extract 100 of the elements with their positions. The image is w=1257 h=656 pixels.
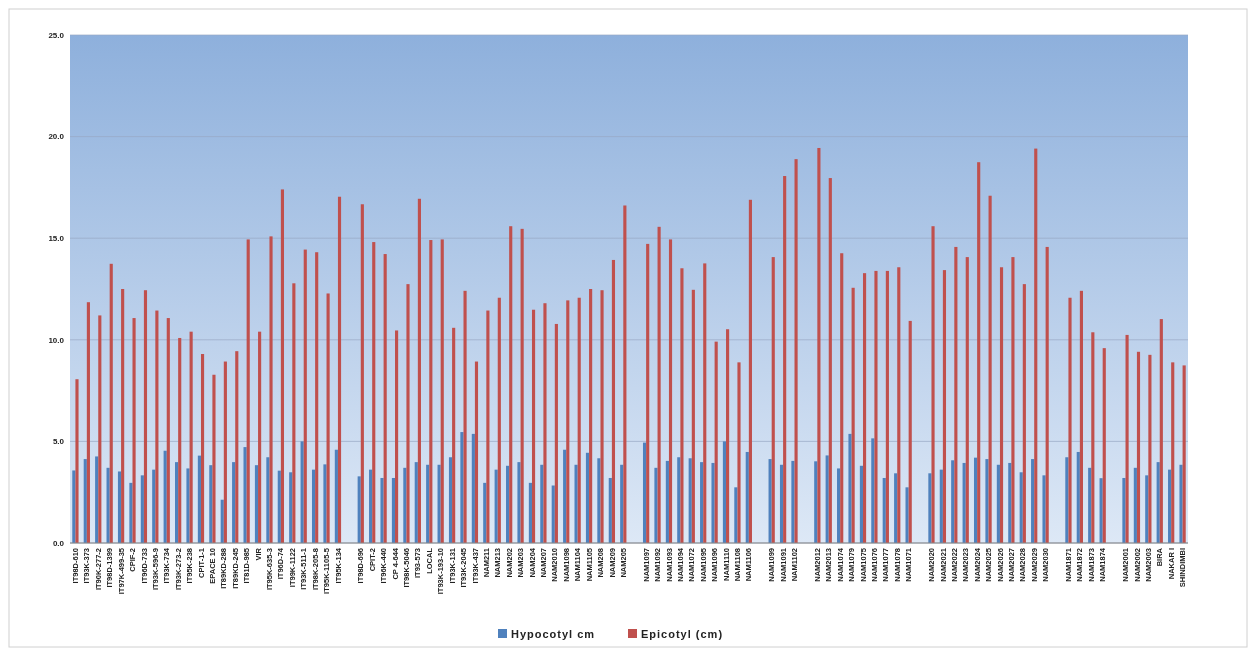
bar — [520, 228, 524, 543]
bar — [383, 254, 387, 543]
bar — [517, 462, 521, 543]
bar — [1168, 469, 1172, 543]
bar — [531, 309, 536, 543]
bar — [1034, 148, 1038, 543]
bar — [791, 460, 795, 543]
bar — [334, 449, 338, 543]
bar — [426, 464, 430, 543]
bar — [303, 249, 307, 543]
bar — [360, 204, 364, 543]
y-tick-label: 10.0 — [48, 335, 65, 345]
bar — [417, 198, 421, 543]
bar — [577, 297, 581, 543]
bar — [825, 455, 829, 543]
bar — [551, 485, 555, 543]
bar — [897, 267, 901, 543]
bar — [83, 459, 87, 543]
bar — [1045, 246, 1049, 543]
bar — [680, 268, 684, 543]
bar — [894, 473, 898, 543]
bar — [200, 354, 205, 543]
bar — [223, 361, 227, 543]
bar — [246, 239, 250, 543]
bar — [814, 461, 818, 543]
bar — [1088, 467, 1092, 543]
bar — [642, 442, 647, 543]
bar — [700, 462, 704, 543]
bar — [668, 239, 673, 543]
bar — [608, 477, 612, 543]
bar — [611, 259, 616, 543]
bar — [771, 257, 775, 543]
bar — [848, 433, 852, 543]
bar — [1091, 332, 1095, 543]
bar — [794, 159, 798, 543]
bar — [1148, 354, 1152, 543]
bar — [243, 447, 247, 543]
bar — [954, 246, 958, 543]
bar — [463, 290, 467, 543]
bar — [1076, 451, 1080, 543]
bar — [1065, 457, 1069, 543]
bar — [166, 318, 170, 543]
bar — [471, 433, 475, 543]
legend-label: Epicotyl (cm) — [641, 627, 724, 640]
bar — [1022, 284, 1026, 543]
bar — [155, 310, 159, 543]
bar — [483, 482, 487, 543]
bar — [999, 267, 1004, 543]
bar — [1171, 362, 1175, 543]
bar — [540, 464, 544, 543]
bar — [232, 462, 236, 543]
bar — [72, 470, 76, 543]
bar — [691, 289, 695, 543]
bar — [75, 379, 79, 543]
bar — [486, 310, 490, 543]
bar — [828, 178, 832, 543]
bar — [885, 270, 889, 543]
bar — [714, 341, 718, 543]
bar — [326, 293, 330, 543]
bar — [280, 189, 285, 543]
bar — [665, 460, 669, 543]
bar — [440, 239, 444, 543]
bar — [589, 289, 593, 543]
bar — [543, 303, 547, 543]
bar — [554, 323, 558, 543]
bar — [98, 315, 102, 543]
y-tick-label: 20.0 — [48, 132, 65, 142]
bar — [311, 469, 316, 543]
bar — [323, 464, 327, 543]
bar — [1042, 475, 1046, 543]
bar — [1099, 478, 1103, 543]
bar — [460, 432, 464, 543]
y-tick-label: 5.0 — [52, 437, 65, 447]
bar — [677, 457, 681, 543]
bar — [1179, 464, 1183, 543]
bar — [474, 361, 479, 543]
bar — [851, 287, 855, 543]
bar — [837, 468, 841, 543]
bar — [109, 263, 113, 543]
bar — [939, 469, 943, 543]
bar — [711, 462, 715, 543]
bar — [931, 226, 935, 543]
bar — [266, 457, 270, 543]
bar — [528, 482, 532, 543]
bar — [209, 465, 213, 543]
bar — [163, 450, 167, 543]
bar — [1125, 334, 1129, 543]
y-tick-label: 0.0 — [52, 538, 65, 548]
bar — [186, 468, 190, 543]
bar — [1182, 365, 1186, 543]
bar — [497, 297, 501, 543]
bar — [688, 458, 692, 543]
bar — [152, 469, 156, 543]
bar — [1159, 319, 1163, 543]
bar — [942, 270, 947, 543]
bar — [395, 330, 399, 543]
bar — [1031, 459, 1035, 543]
bar — [737, 362, 741, 543]
bar — [646, 243, 650, 543]
bar — [905, 487, 909, 543]
